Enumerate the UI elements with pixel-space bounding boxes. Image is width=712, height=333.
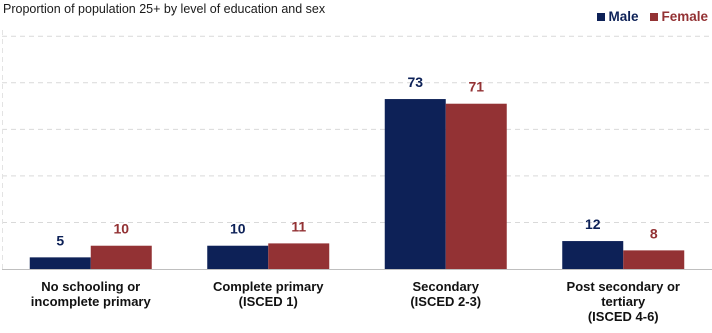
bar-male-1: [207, 245, 269, 269]
data-label: 11: [291, 218, 306, 234]
bar-female-3: [623, 250, 685, 269]
category-label: Post secondary or tertiary (ISCED 4-6): [567, 279, 680, 324]
legend-swatch: [650, 12, 659, 21]
chart-subtitle: Proportion of population 25+ by level of…: [3, 2, 326, 16]
legend-label: Male: [608, 9, 639, 24]
data-label: 10: [113, 221, 129, 237]
chart-legend: Male Female: [585, 9, 708, 24]
legend-swatch: [597, 12, 606, 21]
bar-male-2: [384, 99, 446, 269]
data-label: 71: [468, 79, 484, 95]
data-label: 10: [230, 221, 246, 237]
category-label: Complete primary (ISCED 1): [213, 279, 324, 309]
bar-male-0: [29, 257, 91, 269]
data-label: 5: [56, 232, 64, 248]
data-label: 8: [650, 225, 658, 241]
data-label: 73: [407, 74, 423, 90]
legend-label: Female: [661, 9, 708, 24]
category-label: Secondary (ISCED 2-3): [410, 279, 481, 309]
bar-female-1: [268, 243, 330, 269]
bar-female-0: [90, 245, 152, 269]
legend-item-female: Female: [650, 9, 708, 24]
bar-female-2: [445, 103, 507, 269]
bar-male-3: [562, 241, 624, 269]
data-label: 12: [585, 216, 601, 232]
legend-item-male: Male: [597, 9, 638, 24]
category-label: No schooling or incomplete primary: [31, 279, 152, 309]
